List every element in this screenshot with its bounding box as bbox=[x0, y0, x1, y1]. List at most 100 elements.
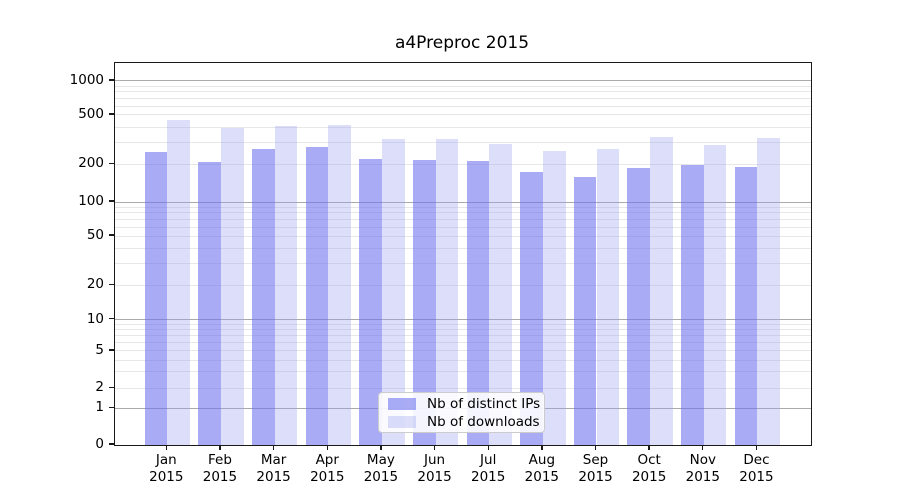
x-tick-label: Jun 2015 bbox=[403, 452, 467, 486]
bar-distinct-ips-dec bbox=[734, 166, 758, 445]
x-tick-year: 2015 bbox=[578, 469, 613, 485]
gridline-minor bbox=[115, 335, 811, 337]
y-tick-mark bbox=[109, 283, 114, 285]
gridline-minor bbox=[115, 329, 811, 331]
bar-downloads-oct bbox=[650, 136, 673, 445]
bar-downloads-nov bbox=[703, 145, 727, 445]
x-tick-mark bbox=[433, 445, 436, 450]
y-tick-mark bbox=[109, 406, 114, 408]
y-tick-label: 10 bbox=[86, 310, 104, 327]
x-tick-year: 2015 bbox=[739, 469, 774, 485]
y-tick-label: 500 bbox=[78, 105, 104, 122]
y-tick-label: 200 bbox=[78, 155, 104, 172]
gridline-minor bbox=[115, 142, 811, 144]
y-tick-label: 50 bbox=[86, 227, 104, 243]
legend-swatch-downloads bbox=[388, 415, 416, 428]
bar-downloads-jan bbox=[167, 120, 190, 445]
x-tick-month: May bbox=[366, 452, 395, 468]
y-tick-label: 5 bbox=[95, 341, 104, 358]
x-tick-year: 2015 bbox=[256, 469, 291, 485]
bar-downloads-feb bbox=[220, 128, 244, 445]
bar-downloads-dec bbox=[757, 138, 781, 445]
gridline-minor bbox=[115, 85, 811, 87]
y-tick-mark bbox=[109, 349, 114, 351]
x-tick-label: Apr 2015 bbox=[295, 452, 359, 486]
y-tick-mark bbox=[109, 79, 114, 81]
x-tick-month: Apr bbox=[315, 452, 339, 468]
x-tick-mark bbox=[648, 445, 650, 450]
gridline-minor bbox=[115, 206, 811, 208]
gridline-minor bbox=[115, 350, 811, 352]
gridline-minor bbox=[115, 342, 811, 344]
x-tick-year: 2015 bbox=[685, 469, 720, 485]
legend-label-distinct-ips: Nb of distinct IPs bbox=[427, 395, 541, 412]
bar-distinct-ips-oct bbox=[627, 167, 651, 445]
x-tick-label: Mar 2015 bbox=[242, 452, 306, 486]
bar-downloads-mar bbox=[274, 125, 298, 445]
chart-title: a4Preproc 2015 bbox=[394, 33, 530, 53]
x-tick-mark bbox=[272, 445, 275, 450]
y-tick-label: 1000 bbox=[69, 71, 104, 88]
bar-distinct-ips-mar bbox=[251, 148, 275, 445]
x-tick-mark bbox=[487, 445, 489, 450]
bar-distinct-ips-jun bbox=[412, 160, 436, 445]
bar-distinct-ips-apr bbox=[305, 146, 329, 445]
gridline-minor bbox=[115, 226, 811, 228]
gridline-minor bbox=[115, 323, 811, 325]
gridline-minor bbox=[115, 235, 811, 237]
legend-item-downloads: Nb of downloads bbox=[388, 415, 540, 429]
y-tick-mark bbox=[109, 113, 114, 115]
x-tick-label: Nov 2015 bbox=[671, 452, 735, 486]
y-tick-label: 0 bbox=[95, 436, 104, 452]
legend-swatch-distinct-ips bbox=[388, 397, 416, 410]
x-tick-label: Aug 2015 bbox=[510, 452, 574, 486]
bar-downloads-aug bbox=[542, 151, 566, 445]
gridline-minor bbox=[115, 262, 811, 264]
x-tick-mark bbox=[541, 445, 543, 450]
bar-distinct-ips-sep bbox=[573, 176, 597, 445]
x-tick-label: Jul 2015 bbox=[456, 452, 520, 486]
gridline-minor bbox=[115, 219, 811, 220]
y-tick-mark bbox=[109, 234, 114, 236]
gridline-minor bbox=[115, 212, 811, 214]
legend: Nb of distinct IPs Nb of downloads bbox=[378, 392, 545, 433]
x-tick-month: Jan bbox=[155, 452, 177, 468]
bar-downloads-sep bbox=[596, 149, 620, 445]
gridline-minor bbox=[115, 97, 811, 99]
gridline-minor bbox=[115, 247, 811, 249]
x-tick-mark bbox=[165, 445, 167, 450]
x-tick-month: Dec bbox=[743, 452, 770, 468]
x-tick-month: Jul bbox=[480, 452, 497, 468]
x-tick-label: Jan 2015 bbox=[134, 452, 198, 486]
y-tick-label: 100 bbox=[78, 193, 104, 209]
x-tick-label: Oct 2015 bbox=[617, 452, 681, 486]
y-tick-mark bbox=[109, 200, 114, 202]
x-tick-month: Oct bbox=[637, 452, 661, 468]
x-tick-label: Sep 2015 bbox=[564, 452, 628, 486]
x-tick-month: Mar bbox=[260, 452, 287, 468]
x-tick-label: Dec 2015 bbox=[724, 452, 788, 486]
gridline-minor bbox=[115, 387, 811, 389]
bar-distinct-ips-jul bbox=[466, 161, 490, 445]
legend-label-downloads: Nb of downloads bbox=[427, 413, 540, 430]
bar-distinct-ips-jan bbox=[144, 152, 168, 445]
bar-downloads-may bbox=[381, 139, 405, 445]
x-tick-mark bbox=[755, 445, 758, 450]
y-tick-mark bbox=[109, 162, 114, 165]
bar-distinct-ips-may bbox=[359, 159, 382, 445]
gridline-major bbox=[115, 319, 811, 320]
y-tick-label: 2 bbox=[95, 379, 104, 396]
bar-distinct-ips-aug bbox=[520, 172, 543, 445]
gridline-major bbox=[115, 201, 811, 203]
x-tick-year: 2015 bbox=[310, 469, 345, 485]
bar-downloads-apr bbox=[328, 125, 351, 445]
bar-distinct-ips-nov bbox=[681, 165, 704, 445]
gridline-minor bbox=[115, 105, 811, 107]
y-tick-label: 20 bbox=[86, 276, 104, 293]
gridline-minor bbox=[115, 284, 811, 286]
x-tick-year: 2015 bbox=[471, 469, 506, 485]
x-tick-label: Feb 2015 bbox=[188, 452, 252, 486]
bar-distinct-ips-feb bbox=[198, 162, 221, 445]
gridline-minor bbox=[115, 126, 811, 128]
